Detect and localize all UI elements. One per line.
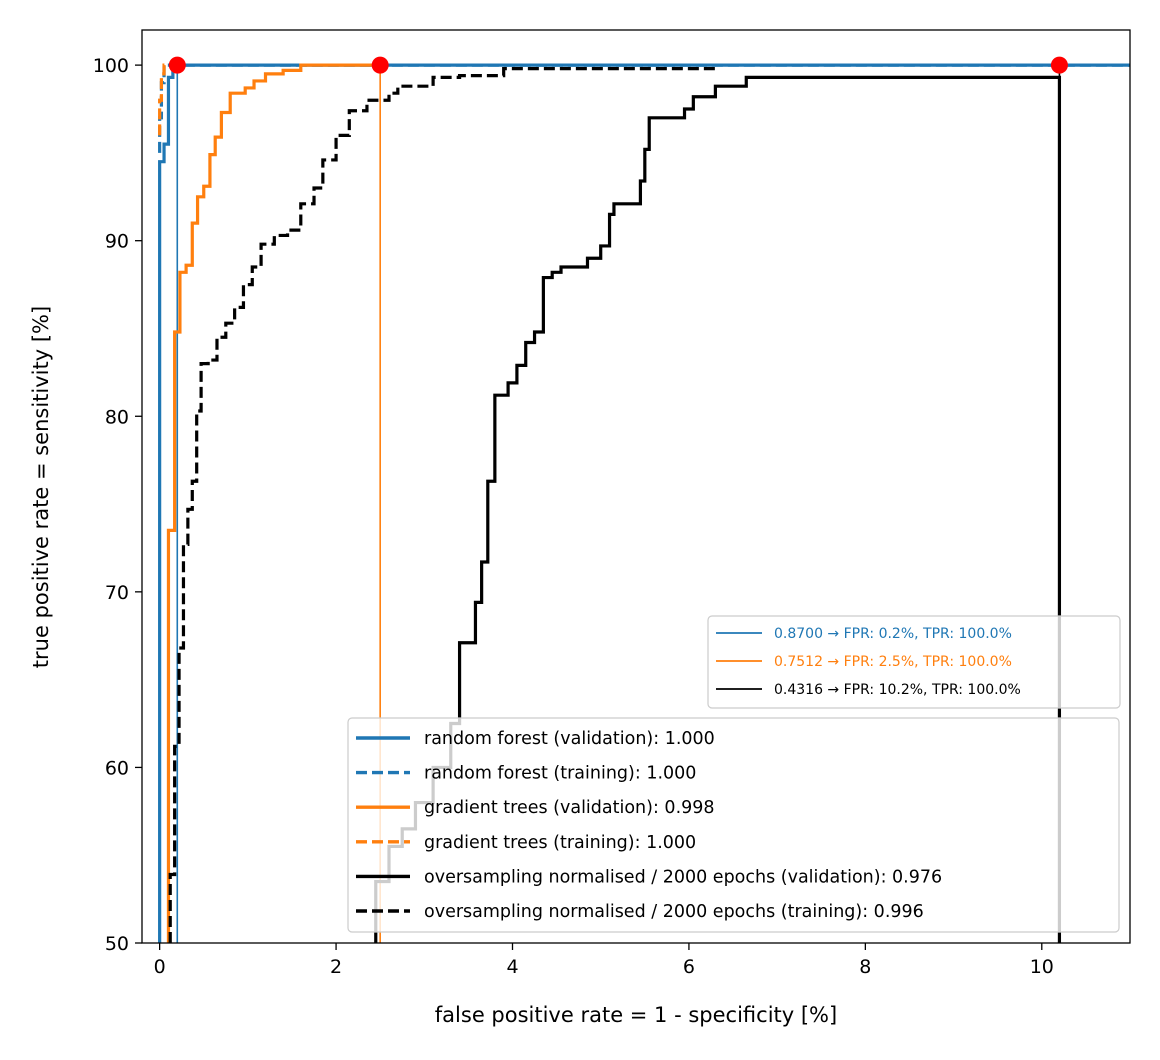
threshold-legend-label-2: 0.4316 → FPR: 10.2%, TPR: 100.0% bbox=[774, 682, 1021, 698]
plot-frame bbox=[141, 29, 1131, 944]
threshold-markers bbox=[168, 56, 1068, 74]
y-tick-label-0: 50 bbox=[105, 933, 129, 955]
y-tick-label-1: 60 bbox=[105, 757, 129, 779]
y-axis-ticks: 50 60 70 80 90 100 bbox=[93, 55, 142, 955]
series-line-3 bbox=[158, 63, 178, 136]
x-tick-label-5: 10 bbox=[1030, 956, 1054, 978]
series-legend: random forest (validation): 1.000 random … bbox=[347, 717, 1120, 933]
series-legend-label-0: random forest (validation): 1.000 bbox=[424, 729, 715, 749]
series-legend-box bbox=[347, 717, 1120, 933]
x-tick-label-4: 8 bbox=[859, 956, 871, 978]
threshold-point-0 bbox=[168, 56, 186, 74]
threshold-point-1 bbox=[371, 56, 389, 74]
threshold-legend-box bbox=[707, 615, 1121, 709]
x-axis-ticks: 0 2 4 6 8 10 bbox=[154, 943, 1054, 978]
threshold-legend: 0.8700 → FPR: 0.2%, TPR: 100.0% 0.7512 → … bbox=[707, 615, 1121, 709]
x-tick-label-0: 0 bbox=[154, 956, 166, 978]
series-legend-label-5: oversampling normalised / 2000 epochs (t… bbox=[424, 902, 924, 922]
y-tick-label-3: 80 bbox=[105, 406, 129, 428]
series-line-5 bbox=[168, 67, 716, 943]
x-tick-label-2: 4 bbox=[506, 956, 518, 978]
x-tick-label-3: 6 bbox=[683, 956, 695, 978]
x-axis-label: false positive rate = 1 - specificity [%… bbox=[435, 1003, 837, 1027]
y-tick-label-5: 100 bbox=[93, 55, 129, 77]
series-legend-label-3: gradient trees (training): 1.000 bbox=[424, 833, 696, 853]
threshold-legend-label-1: 0.7512 → FPR: 2.5%, TPR: 100.0% bbox=[774, 654, 1012, 670]
y-tick-label-2: 70 bbox=[105, 582, 129, 604]
series-legend-label-2: gradient trees (validation): 0.998 bbox=[424, 798, 715, 818]
threshold-point-2 bbox=[1050, 56, 1068, 74]
y-tick-label-4: 90 bbox=[105, 231, 129, 253]
threshold-legend-label-0: 0.8700 → FPR: 0.2%, TPR: 100.0% bbox=[774, 626, 1012, 642]
x-tick-label-1: 2 bbox=[330, 956, 342, 978]
series-line-2 bbox=[166, 63, 381, 943]
series-legend-label-1: random forest (training): 1.000 bbox=[424, 764, 696, 784]
y-axis-label: true positive rate = sensitivity [%] bbox=[29, 306, 53, 668]
series-legend-label-4: oversampling normalised / 2000 epochs (v… bbox=[424, 867, 942, 887]
